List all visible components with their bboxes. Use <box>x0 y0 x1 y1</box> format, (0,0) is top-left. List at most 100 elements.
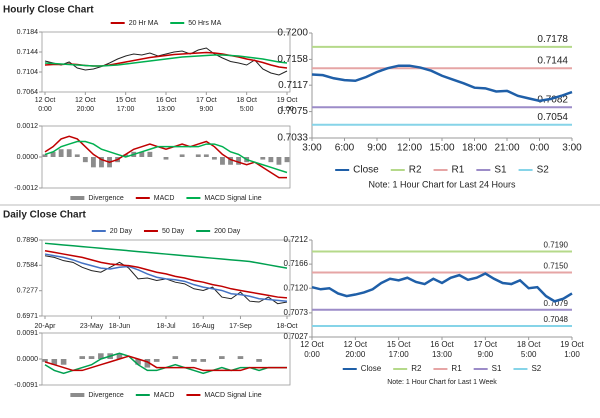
divergence-bar <box>268 157 274 163</box>
legend-label: R1 <box>451 364 462 373</box>
divergence-bar <box>98 353 104 359</box>
x-tick-label: 19 Oct <box>277 97 298 104</box>
x-tick-label: 16 Oct <box>430 340 454 349</box>
divergence-bar <box>60 359 67 365</box>
x-tick-label: 16 Oct <box>156 97 177 104</box>
x-tick-label: 18-Jun <box>109 323 131 330</box>
x-tick-label: 19 Oct <box>560 340 584 349</box>
y-tick-label: 0.7144 <box>17 49 39 56</box>
divergence-bar <box>153 359 160 362</box>
x-tick-label: 9:00 <box>367 143 387 154</box>
y-tick-label: 0.7277 <box>17 288 39 295</box>
x-tick-label: 21:00 <box>494 143 519 154</box>
y-tick-label: 0.7200 <box>277 28 308 39</box>
y-tick-label: 0.0091 <box>17 330 39 337</box>
divergence-bar <box>147 151 153 157</box>
divergence-bar <box>284 157 290 163</box>
legend-label: 20 Day <box>110 228 133 235</box>
x-tick-label: 0:00 <box>304 350 320 359</box>
divergence-bar <box>90 157 96 168</box>
x-tick-label: 12 Oct <box>300 340 324 349</box>
divergence-bar <box>179 154 185 157</box>
divergence-bar <box>260 157 266 160</box>
x-tick-label: 17-Sep <box>229 323 252 330</box>
x-tick-label: 16-Aug <box>192 323 215 330</box>
level-label: 0.7190 <box>544 241 569 250</box>
y-tick-label: 0.7184 <box>17 29 39 36</box>
x-tick-label: 15 Oct <box>115 97 136 104</box>
x-tick-label: 1:00 <box>564 350 580 359</box>
divergence-bar <box>79 356 86 359</box>
level-label: 0.7048 <box>544 315 569 324</box>
x-tick-label: 15 Oct <box>387 340 411 349</box>
divergence-bar <box>74 154 80 157</box>
x-tick-label: 9:00 <box>478 350 494 359</box>
y-tick-label: 0.7890 <box>17 237 39 244</box>
legend-label: Divergence <box>88 392 124 399</box>
legend-swatch <box>70 393 85 397</box>
y-tick-label: 0.7120 <box>284 283 309 292</box>
y-tick-label: 0.7584 <box>17 262 39 269</box>
divergence-bar <box>211 157 217 160</box>
series-line <box>44 242 288 269</box>
divergence-bar <box>139 151 145 157</box>
x-tick-label: 12 Oct <box>344 340 368 349</box>
x-tick-label: 18 Oct <box>236 97 257 104</box>
divergence-bar <box>135 359 141 365</box>
legend-swatch <box>70 196 85 200</box>
x-tick-label: 12 Oct <box>75 97 96 104</box>
divergence-bar <box>195 154 201 157</box>
series-line <box>44 355 287 372</box>
y-tick-label: 0.0000 <box>17 356 39 363</box>
plot-frame <box>41 239 291 317</box>
divergence-bar <box>144 359 151 368</box>
x-tick-label: 18:00 <box>462 143 487 154</box>
x-tick-label: 20:00 <box>345 350 366 359</box>
legend-label: Close <box>353 165 379 176</box>
x-tick-label: 15:00 <box>429 143 454 154</box>
divergence-bar <box>237 356 244 359</box>
level-label: 0.7150 <box>544 262 569 271</box>
level-label: 0.7054 <box>537 112 568 123</box>
y-tick-label: 0.0012 <box>17 123 39 130</box>
x-tick-label: 17 Oct <box>474 340 498 349</box>
x-tick-label: 20-Apr <box>34 323 56 330</box>
divergence-bar <box>172 356 179 359</box>
x-tick-label: 5:00 <box>240 106 254 113</box>
level-label: 0.7178 <box>537 34 568 45</box>
legend-label: 20 Hr MA <box>129 20 159 27</box>
divergence-bar <box>88 356 95 359</box>
divergence-bar <box>123 154 129 157</box>
legend-label: MACD Signal Line <box>204 392 261 399</box>
x-tick-label: 17:00 <box>117 106 135 113</box>
legend-label: S1 <box>494 165 507 176</box>
divergence-bar <box>220 157 225 165</box>
y-tick-label: 0.7212 <box>284 235 309 244</box>
legend: Divergence MACD MACD Signal Line <box>70 392 262 399</box>
y-tick-label: 0.7073 <box>284 308 309 317</box>
x-tick-label: 5:00 <box>521 350 537 359</box>
x-tick-label: 17:00 <box>389 350 410 359</box>
x-tick-label: 0:00 <box>38 106 52 113</box>
series-line <box>44 253 288 302</box>
plot-frame <box>41 332 291 386</box>
level-label: 0.7082 <box>537 94 568 105</box>
divergence-bar <box>236 157 242 165</box>
y-tick-label: 0.7033 <box>277 133 308 144</box>
level-label: 0.7144 <box>537 55 568 66</box>
chart-note: Note: 1 Hour Chart for Last 24 Hours <box>368 179 516 189</box>
x-tick-label: 1:00 <box>280 106 294 113</box>
x-tick-label: 18-Oct <box>276 323 297 330</box>
legend-label: 50 Day <box>162 228 185 235</box>
series-line <box>44 250 288 299</box>
divergence-bar <box>50 151 56 157</box>
divergence-bar <box>58 149 64 157</box>
divergence-bar <box>228 157 233 165</box>
divergence-bar <box>82 157 88 163</box>
y-tick-label: 0.7166 <box>284 259 309 268</box>
legend: Close R2 R1 S1 S2 <box>342 364 542 373</box>
x-tick-label: 18-Jul <box>156 323 176 330</box>
y-tick-label: 0.7104 <box>17 69 39 76</box>
level-label: 0.7079 <box>544 299 569 308</box>
